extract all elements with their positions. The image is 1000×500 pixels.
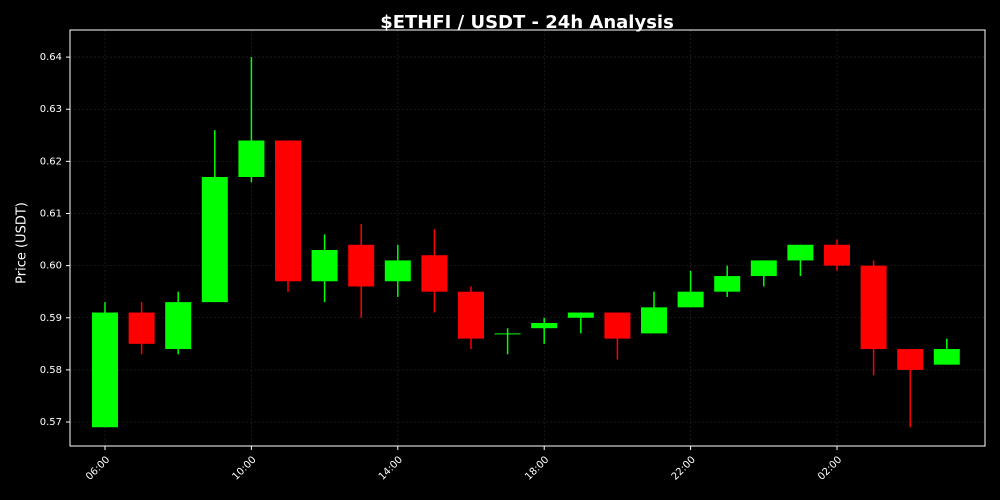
candle-body [128, 312, 155, 344]
candle-body [787, 244, 814, 261]
candle-body [677, 291, 704, 308]
y-tick-label: 0.63 [40, 104, 62, 115]
candle-body [92, 312, 118, 428]
y-tick-label: 0.62 [40, 156, 62, 167]
candle-body [531, 322, 558, 329]
y-tick-label: 0.59 [40, 313, 62, 324]
candle-body [604, 312, 631, 339]
candle-body [567, 312, 594, 318]
plot-frame [69, 29, 986, 447]
candle-body [165, 302, 192, 350]
candle-body [384, 260, 411, 282]
candle-body [750, 260, 777, 277]
y-tick-label: 0.58 [40, 365, 62, 376]
candle-body [201, 177, 228, 303]
candle-body [824, 244, 850, 266]
candle-body [860, 265, 887, 350]
candle-body [421, 255, 448, 292]
candle-body [238, 140, 265, 178]
y-tick-label: 0.61 [40, 208, 62, 219]
candle-body [714, 276, 741, 292]
chart-title: $ETHFI / USDT - 24h Analysis [380, 12, 674, 33]
y-tick-label: 0.64 [40, 52, 62, 63]
candle-body [494, 333, 521, 335]
candles [92, 57, 960, 428]
candle-body [933, 349, 960, 365]
candle-body [311, 249, 338, 282]
y-tick-label: 0.57 [40, 417, 62, 428]
candle-body [458, 291, 484, 339]
y-tick-label: 0.60 [40, 261, 62, 272]
candle-body [897, 349, 924, 370]
grid [70, 30, 985, 446]
candle-body [275, 140, 301, 282]
candle-body [348, 244, 375, 287]
y-axis-label: Price (USDT) [15, 202, 30, 284]
candle-body [641, 307, 667, 334]
